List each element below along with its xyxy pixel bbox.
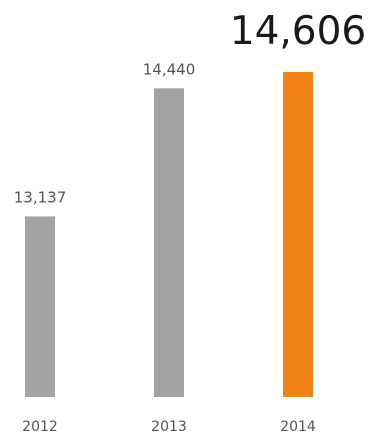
category-label-2012: 2012 (22, 419, 58, 435)
bar-2012 (25, 216, 55, 397)
bar-2013 (154, 88, 184, 397)
category-label-2013: 2013 (151, 419, 187, 435)
category-labels-group: 2012 2013 2014 (22, 419, 316, 435)
category-label-2014: 2014 (280, 419, 316, 435)
bar-2014 (283, 72, 313, 397)
value-label-2013: 14,440 (143, 60, 196, 78)
value-labels-group: 13,137 14,440 14,606 (14, 9, 366, 206)
bars-group (25, 72, 313, 397)
value-label-2014: 14,606 (230, 9, 366, 54)
value-label-2012: 13,137 (14, 188, 67, 206)
